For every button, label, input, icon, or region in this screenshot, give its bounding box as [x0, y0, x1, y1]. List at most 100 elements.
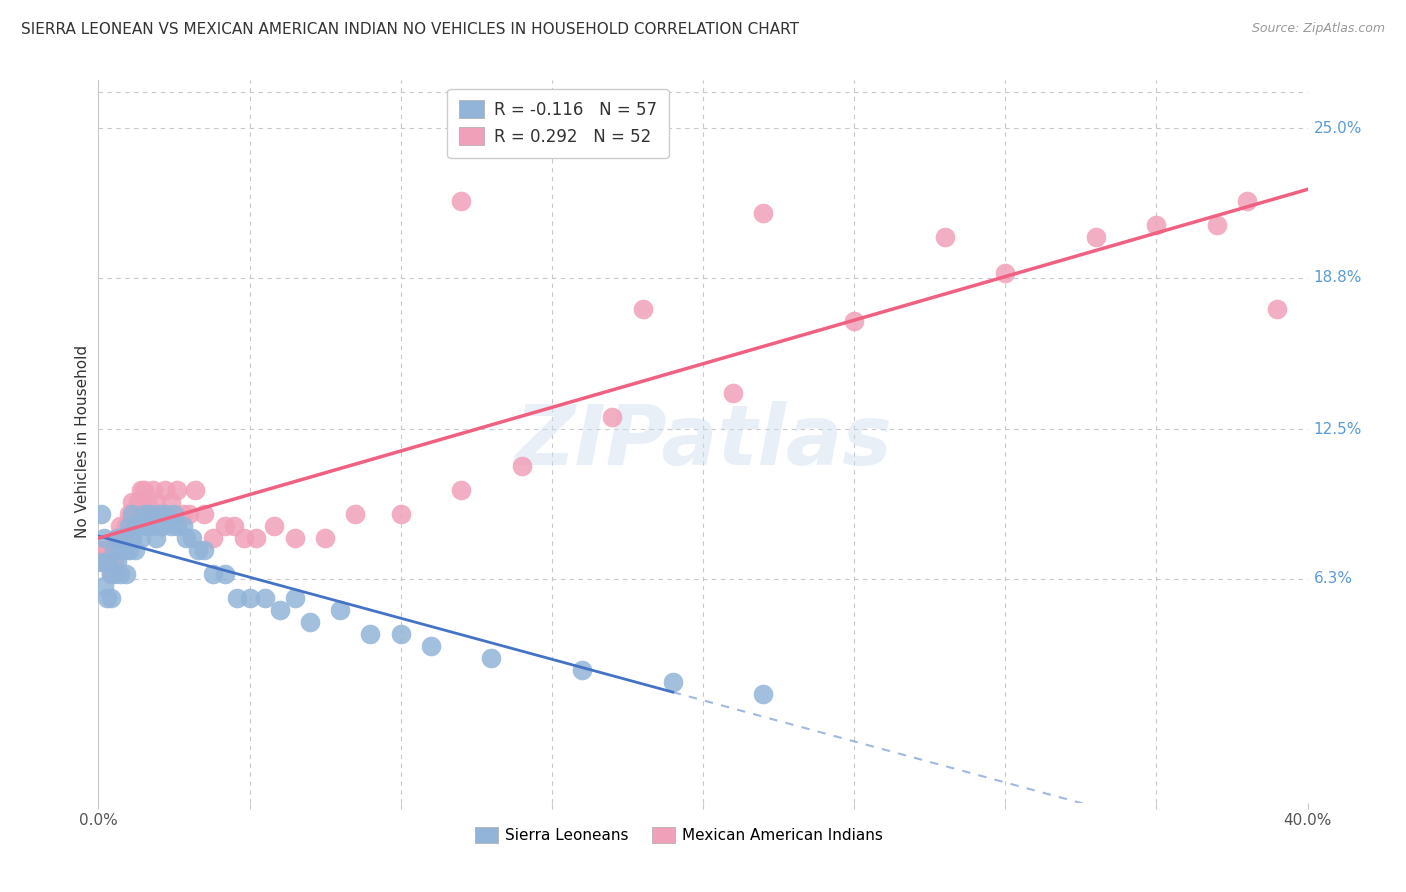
Point	[96, 591, 118, 606]
Point	[232, 531, 254, 545]
Point	[420, 639, 443, 653]
Point	[121, 507, 143, 521]
Point	[510, 458, 533, 473]
Point	[127, 518, 149, 533]
Point	[934, 230, 956, 244]
Point	[124, 542, 146, 557]
Point	[108, 518, 131, 533]
Point	[93, 555, 115, 569]
Point	[166, 483, 188, 497]
Point	[118, 542, 141, 557]
Point	[124, 518, 146, 533]
Point	[184, 483, 207, 497]
Point	[752, 205, 775, 219]
Point	[114, 518, 136, 533]
Point	[111, 531, 134, 545]
Point	[253, 591, 276, 606]
Point	[153, 483, 176, 497]
Point	[571, 664, 593, 678]
Point	[114, 567, 136, 582]
Legend: Sierra Leoneans, Mexican American Indians: Sierra Leoneans, Mexican American Indian…	[468, 821, 889, 849]
Text: 12.5%: 12.5%	[1313, 422, 1362, 437]
Point	[160, 494, 183, 508]
Point	[139, 507, 162, 521]
Point	[93, 579, 115, 593]
Text: 25.0%: 25.0%	[1313, 121, 1362, 136]
Point	[150, 507, 173, 521]
Point	[226, 591, 249, 606]
Point	[245, 531, 267, 545]
Point	[1267, 301, 1289, 317]
Point	[121, 494, 143, 508]
Point	[631, 301, 654, 317]
Point	[160, 518, 183, 533]
Text: 18.8%: 18.8%	[1313, 270, 1362, 285]
Point	[90, 542, 112, 557]
Point	[114, 542, 136, 557]
Point	[132, 507, 155, 521]
Point	[450, 483, 472, 497]
Point	[181, 531, 204, 545]
Point	[263, 518, 285, 533]
Point	[299, 615, 322, 630]
Point	[163, 507, 186, 521]
Point	[103, 567, 125, 582]
Point	[193, 507, 215, 521]
Point	[118, 507, 141, 521]
Point	[135, 494, 157, 508]
Point	[105, 531, 128, 545]
Point	[1236, 194, 1258, 208]
Point	[145, 531, 167, 545]
Point	[179, 507, 201, 521]
Point	[1206, 218, 1229, 232]
Point	[214, 567, 236, 582]
Point	[166, 518, 188, 533]
Point	[1085, 230, 1108, 244]
Point	[129, 483, 152, 497]
Point	[90, 507, 112, 521]
Point	[174, 531, 197, 545]
Point	[344, 507, 367, 521]
Point	[100, 567, 122, 582]
Point	[145, 494, 167, 508]
Point	[90, 555, 112, 569]
Point	[172, 518, 194, 533]
Point	[994, 266, 1017, 280]
Point	[202, 567, 225, 582]
Point	[121, 531, 143, 545]
Point	[93, 531, 115, 545]
Point	[314, 531, 336, 545]
Point	[187, 542, 209, 557]
Point	[172, 507, 194, 521]
Point	[602, 410, 624, 425]
Point	[108, 542, 131, 557]
Point	[105, 555, 128, 569]
Point	[1144, 218, 1167, 232]
Point	[96, 542, 118, 557]
Point	[103, 542, 125, 557]
Point	[329, 603, 352, 617]
Point	[148, 507, 170, 521]
Point	[96, 555, 118, 569]
Point	[224, 518, 246, 533]
Point	[100, 567, 122, 582]
Point	[124, 507, 146, 521]
Point	[202, 531, 225, 545]
Point	[111, 531, 134, 545]
Text: SIERRA LEONEAN VS MEXICAN AMERICAN INDIAN NO VEHICLES IN HOUSEHOLD CORRELATION C: SIERRA LEONEAN VS MEXICAN AMERICAN INDIA…	[21, 22, 799, 37]
Point	[284, 531, 307, 545]
Point	[127, 494, 149, 508]
Point	[103, 555, 125, 569]
Point	[100, 591, 122, 606]
Point	[661, 675, 683, 690]
Point	[135, 518, 157, 533]
Point	[450, 194, 472, 208]
Point	[153, 507, 176, 521]
Point	[360, 627, 382, 641]
Point	[142, 483, 165, 497]
Point	[105, 531, 128, 545]
Text: Source: ZipAtlas.com: Source: ZipAtlas.com	[1251, 22, 1385, 36]
Point	[752, 687, 775, 701]
Point	[139, 507, 162, 521]
Point	[142, 518, 165, 533]
